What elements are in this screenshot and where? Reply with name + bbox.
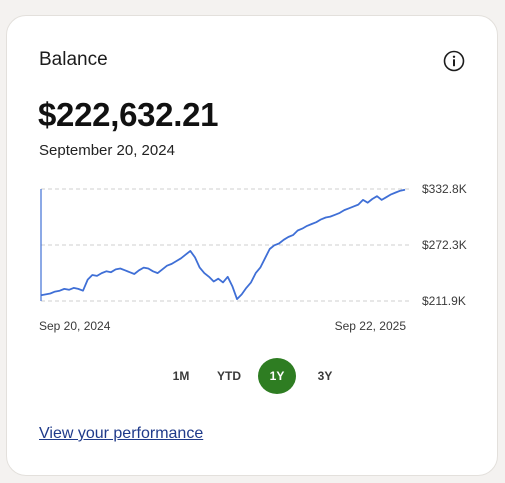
info-button[interactable] xyxy=(443,50,465,72)
card-title: Balance xyxy=(39,49,108,70)
y-tick-label: $332.8K xyxy=(422,182,467,196)
balance-date: September 20, 2024 xyxy=(39,142,175,159)
info-circle-icon xyxy=(443,50,465,72)
range-option-ytd[interactable]: YTD xyxy=(217,369,241,383)
x-tick-label: Sep 20, 2024 xyxy=(39,319,111,333)
range-option-1y[interactable]: 1Y xyxy=(258,358,296,394)
y-tick-label: $211.9K xyxy=(422,294,466,308)
balance-card: Balance $222,632.21 September 20, 2024 $… xyxy=(6,15,498,476)
range-option-3y[interactable]: 3Y xyxy=(317,369,333,383)
range-option-1m[interactable]: 1M xyxy=(172,369,190,383)
view-performance-link[interactable]: View your performance xyxy=(39,425,204,442)
time-range-selector: 1M YTD 1Y 3Y xyxy=(7,358,499,394)
y-tick-label: $272.3K xyxy=(422,238,467,252)
balance-series-line xyxy=(40,188,406,300)
balance-amount: $222,632.21 xyxy=(38,96,219,133)
x-tick-label: Sep 22, 2025 xyxy=(335,319,407,333)
balance-line-chart[interactable]: $332.8K $272.3K $211.9K Sep 20, 2024 Sep 22,… xyxy=(7,176,499,336)
